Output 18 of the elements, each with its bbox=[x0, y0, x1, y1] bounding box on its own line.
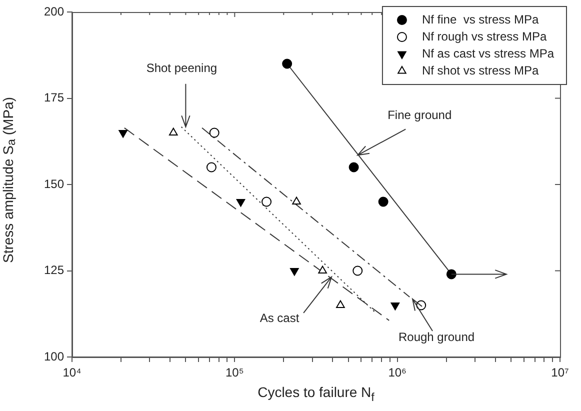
y-tick-label: 200 bbox=[44, 4, 64, 18]
legend-label: Nf rough vs stress MPa bbox=[422, 29, 547, 44]
annotation: Fine ground bbox=[388, 108, 452, 122]
annotation: Shot peening bbox=[146, 60, 218, 75]
x-tick-label: 10⁷ bbox=[551, 366, 569, 380]
legend-label: Nf shot vs stress MPa bbox=[422, 63, 539, 78]
annotation: Rough ground bbox=[398, 330, 475, 344]
y-tick-label: 175 bbox=[44, 90, 64, 105]
x-tick-label: 10⁴ bbox=[62, 366, 82, 380]
x-tick-label: 10⁶ bbox=[388, 366, 407, 380]
y-tick-label: 150 bbox=[44, 176, 64, 191]
x-tick-label: 10⁵ bbox=[226, 366, 244, 380]
y-tick-label: 100 bbox=[44, 349, 64, 364]
legend-label: Nf as cast vs stress MPa bbox=[422, 46, 554, 60]
annotation: As cast bbox=[260, 310, 300, 325]
y-tick-label: 125 bbox=[44, 263, 64, 278]
legend-label: Nf fine vs stress MPa bbox=[422, 12, 539, 26]
x-axis-title: Cycles to failure N$_{f}$ bbox=[256, 384, 376, 404]
